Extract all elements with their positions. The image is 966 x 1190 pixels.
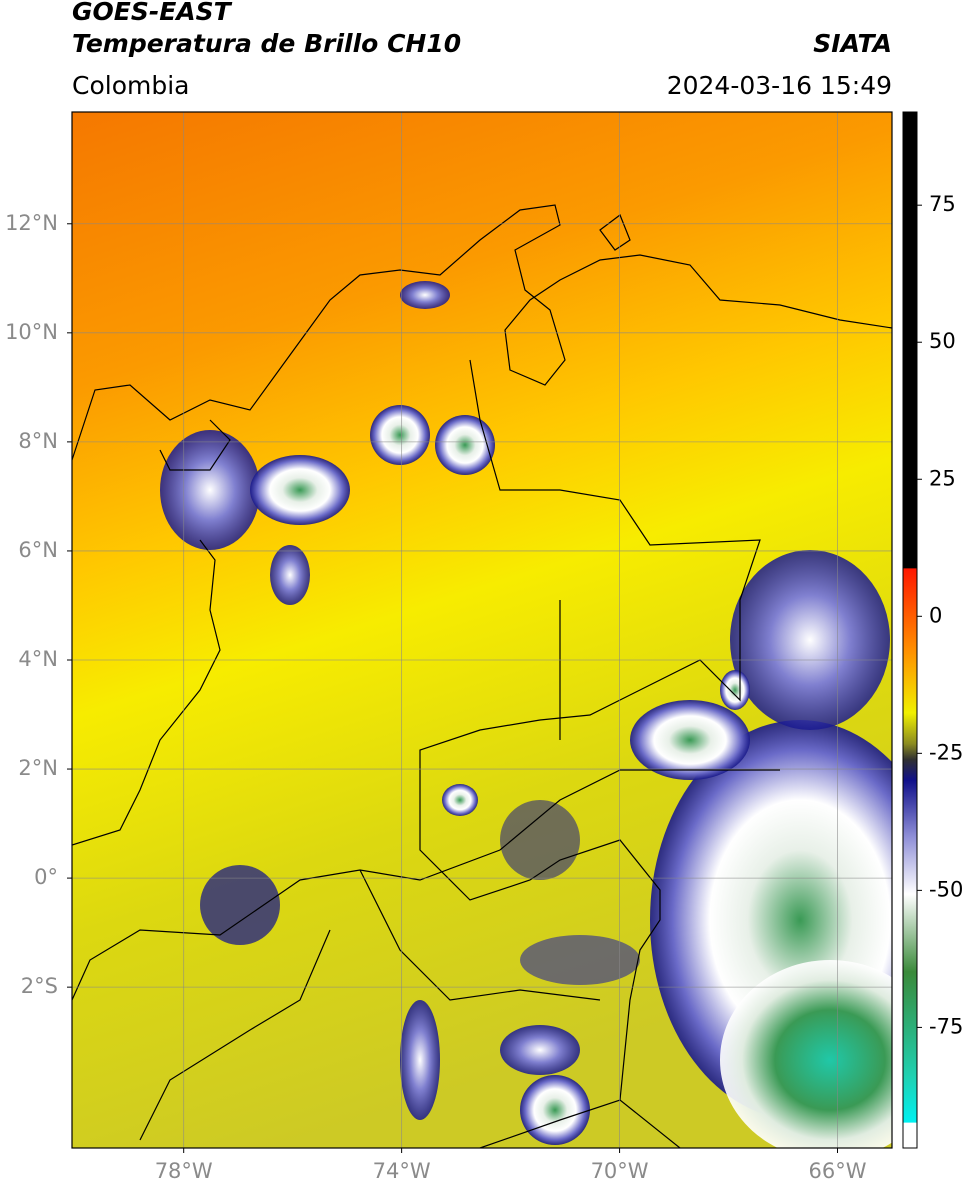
timestamp: 2024-03-16 15:49: [667, 71, 892, 100]
subtitle: Temperatura de Brillo CH10: [72, 29, 461, 58]
map-image: [72, 112, 892, 1148]
colorbar-tick-label: 75: [929, 192, 956, 216]
colorbar: [902, 111, 918, 1149]
clouds: [160, 281, 892, 1148]
lat-tick-label: 12°N: [5, 211, 58, 235]
lon-tick-label: 78°W: [155, 1159, 213, 1183]
map-frame: [71, 111, 893, 1149]
colorbar-tick-label: -50: [929, 877, 963, 901]
lon-tick-label: 74°W: [373, 1159, 431, 1183]
source: SIATA: [813, 29, 892, 58]
title: GOES-EAST: [72, 0, 233, 26]
coastlines-and-borders: [72, 204, 892, 1148]
colorbar-tick-label: -25: [929, 740, 963, 764]
lat-tick-label: 6°N: [18, 538, 58, 562]
lat-tick-label: 2°S: [21, 974, 58, 998]
lat-tick-label: 10°N: [5, 320, 58, 344]
region: Colombia: [72, 71, 189, 100]
colorbar-tick-label: 0: [929, 603, 942, 627]
lon-tick-label: 66°W: [809, 1159, 867, 1183]
lat-tick-label: 4°N: [18, 647, 58, 671]
graticule: [72, 112, 892, 1148]
axis-labels: 78°W 74°W 70°W 66°W 12°N 10°N 8°N 6°N 4°N 2°N 0° 2°…: [5, 192, 963, 1183]
lat-tick-label: 2°N: [18, 756, 58, 780]
colorbar-tick-label: 25: [929, 466, 956, 490]
lon-tick-label: 70°W: [591, 1159, 649, 1183]
lat-tick-label: 0°: [34, 865, 58, 889]
colorbar-tick-label: 50: [929, 329, 956, 353]
colorbar-tick-label: -75: [929, 1014, 963, 1038]
lat-tick-label: 8°N: [18, 429, 58, 453]
